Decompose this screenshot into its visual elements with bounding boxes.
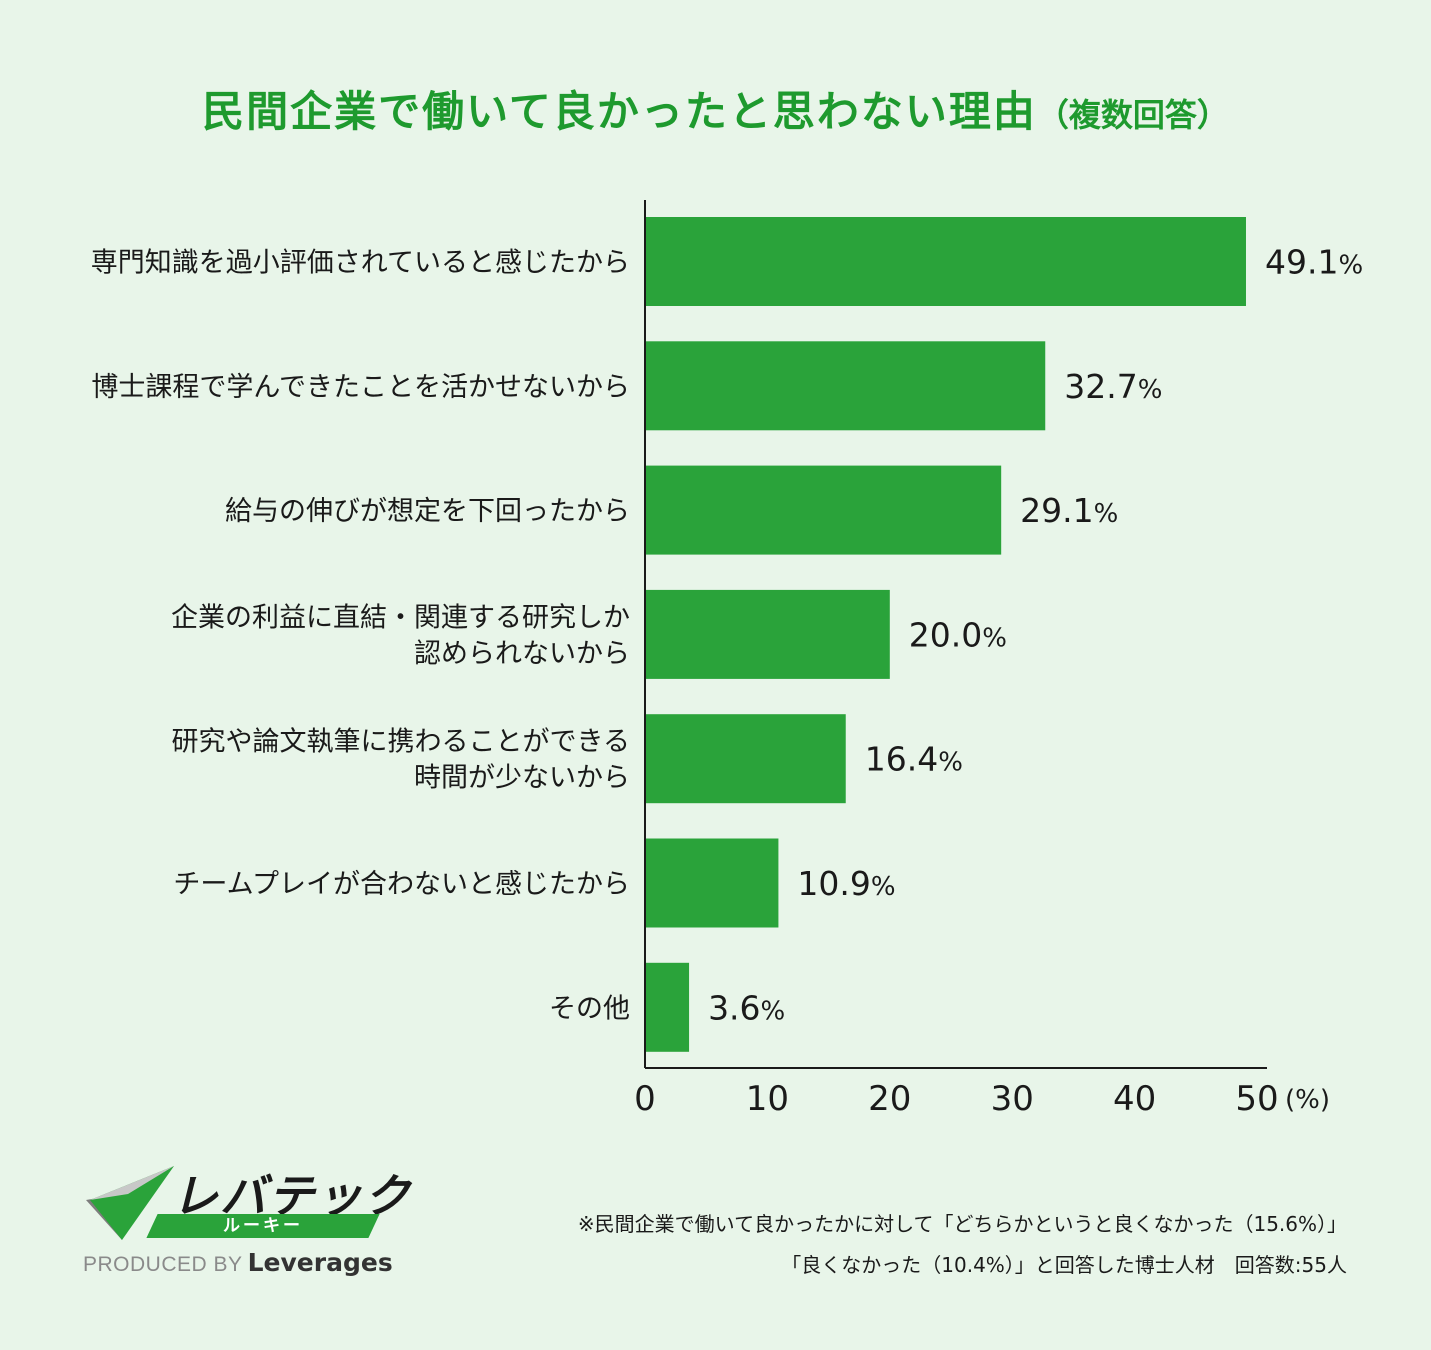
x-unit-label: (%) [1285, 1085, 1330, 1115]
labels-layer: 49.1% 専門知識を過小評価されていると感じたから 32.7% 博士課程で学んできた… [91, 243, 1363, 1028]
produced-by: PRODUCED BY Leverages [83, 1248, 393, 1277]
bars-layer [645, 217, 1246, 1052]
footnote-line-2: 「良くなかった（10.4%）」と回答した博士人材 回答数:55人 [781, 1253, 1347, 1277]
bar-0 [645, 217, 1246, 306]
category-label-4-line-1: 時間が少ないから [414, 763, 630, 794]
x-tick-label-0: 0 [634, 1079, 656, 1119]
chart-title-sub: （複数回答） [1036, 96, 1229, 134]
bar-5 [645, 838, 779, 928]
category-label-1: 博士課程で学んできたことを活かせないから [91, 372, 630, 403]
category-label-6: その他 [549, 993, 630, 1024]
bar-4 [645, 714, 846, 804]
category-label-3-line-1: 認められないから [414, 638, 630, 669]
x-tick-label-10: 10 [746, 1079, 789, 1119]
value-label-5: 10.9% [797, 864, 895, 903]
x-tick-label-30: 30 [991, 1079, 1034, 1119]
bar-2 [645, 465, 1002, 555]
value-label-2: 29.1% [1020, 491, 1118, 530]
value-label-1: 32.7% [1064, 367, 1162, 406]
x-tick-label-50: 50 [1235, 1079, 1278, 1119]
category-label-4-line-0: 研究や論文執筆に携わることができる [172, 727, 630, 758]
bar-chart: 49.1% 専門知識を過小評価されていると感じたから 32.7% 博士課程で学んできた… [91, 200, 1363, 1119]
value-label-6: 3.6% [708, 988, 785, 1027]
chart-title: 民間企業で働いて良かったと思わない理由（複数回答） [0, 78, 1431, 139]
category-label-0: 専門知識を過小評価されていると感じたから [91, 248, 630, 279]
value-label-4: 16.4% [865, 740, 963, 779]
company-name: Leverages [247, 1248, 393, 1277]
bar-3 [645, 589, 890, 679]
value-label-3: 20.0% [909, 615, 1007, 654]
produced-by-label: PRODUCED BY [83, 1253, 243, 1276]
category-label-5: チームプレイが合わないと感じたから [173, 869, 630, 900]
logo-band-text: ルーキー [223, 1216, 303, 1236]
checkmark-logo-icon [86, 1166, 174, 1240]
bar-1 [645, 341, 1046, 431]
value-label-0: 49.1% [1265, 243, 1363, 282]
footnote-line-1: ※民間企業で働いて良かったかに対して「どちらかというと良くなかった（15.6%）… [577, 1212, 1347, 1236]
x-tick-label-40: 40 [1113, 1079, 1156, 1119]
bar-6 [645, 962, 690, 1052]
ticks-layer: 0 10 20 30 40 50 (%) [634, 1079, 1330, 1119]
chart-title-main: 民間企業で働いて良かったと思わない理由 [202, 87, 1037, 136]
category-label-3-line-0: 企業の利益に直結・関連する研究しか [171, 602, 630, 633]
x-tick-label-20: 20 [868, 1079, 911, 1119]
leveteck-rookie-logo: レバテック ルーキー PRODUCED BY Leverages [80, 1160, 410, 1280]
category-label-2: 給与の伸びが想定を下回ったから [225, 496, 630, 527]
